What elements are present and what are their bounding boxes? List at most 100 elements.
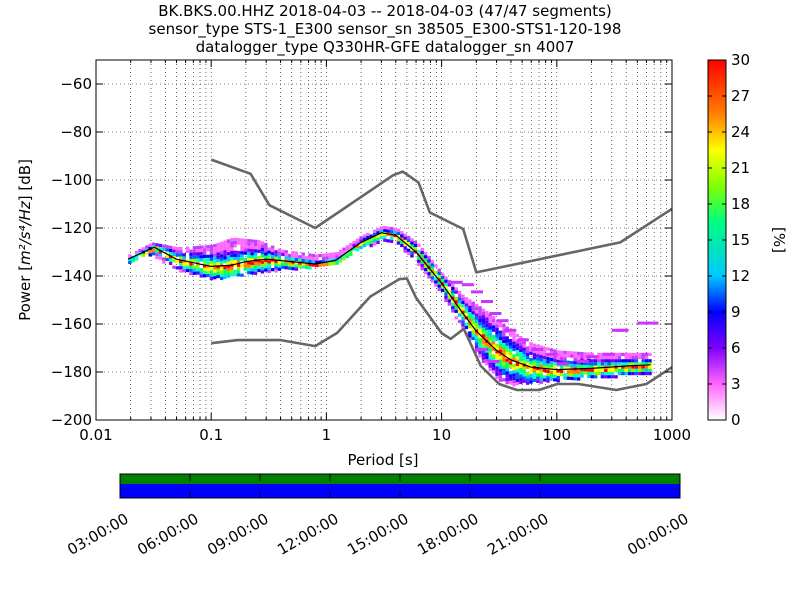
pdf-cell [440, 275, 445, 280]
pdf-cell [563, 366, 567, 371]
pdf-cell [308, 259, 312, 264]
pdf-cell [488, 364, 492, 368]
pdf-cell [372, 229, 377, 233]
pdf-cell [454, 296, 458, 301]
pdf-cell [437, 284, 441, 288]
pdf-cell [614, 368, 618, 372]
pdf-cell [515, 378, 520, 383]
pdf-cell [508, 345, 513, 349]
pdf-cell [423, 258, 428, 262]
pdf-cell [202, 261, 207, 265]
pdf-cell [355, 241, 360, 245]
pdf-cell [162, 260, 166, 264]
pdf-cell [260, 251, 265, 255]
pdf-cell [488, 351, 492, 356]
pdf-cell [468, 315, 472, 319]
pdf-cell [219, 248, 224, 252]
pdf-cell [284, 253, 288, 257]
pdf-cell [240, 273, 244, 277]
pdf-cell [427, 272, 431, 276]
y-tick-label: −120 [51, 219, 92, 237]
pdf-cell [301, 262, 305, 266]
pdf-cell [546, 369, 550, 374]
pdf-cell [556, 369, 560, 373]
pdf-cell [427, 262, 431, 266]
pdf-cell [498, 372, 503, 376]
pdf-cell [199, 252, 203, 256]
pdf-cell [590, 371, 594, 376]
pdf-cell [400, 237, 404, 241]
pdf-cell [413, 240, 418, 244]
pdf-cell [614, 375, 618, 379]
pdf-cell [468, 331, 472, 335]
pdf-cell [226, 268, 231, 272]
pdf-cell [491, 315, 496, 320]
pdf-cell [454, 290, 458, 294]
pdf-cell [247, 261, 251, 265]
pdf-cell [209, 260, 214, 265]
pdf-cell [267, 253, 271, 258]
pdf-cell [566, 360, 571, 364]
pdf-cell [468, 334, 472, 338]
pdf-cell [556, 359, 560, 364]
pdf-cell [444, 292, 448, 296]
pdf-cell [325, 256, 329, 260]
pdf-cell [502, 323, 506, 328]
pdf-cell [400, 243, 404, 248]
pdf-cell [461, 310, 465, 314]
pdf-cell [349, 249, 353, 253]
pdf-cell [525, 365, 530, 369]
pdf-cell [352, 247, 356, 251]
pdf-cell [304, 259, 309, 263]
pdf-cell [529, 358, 533, 362]
pdf-cell [185, 262, 190, 266]
pdf-cell [580, 374, 584, 378]
pdf-cell [570, 351, 574, 355]
pdf-cell [563, 354, 567, 358]
pdf-cell [461, 313, 465, 317]
pdf-cell [502, 330, 506, 334]
pdf-cell [576, 370, 581, 375]
pdf-cell [519, 342, 523, 346]
pdf-cell [559, 369, 564, 374]
pdf-cell [549, 370, 554, 375]
pdf-cell [209, 273, 214, 277]
pdf-cell [406, 248, 411, 252]
pdf-cell [498, 349, 503, 353]
pdf-cell [512, 383, 516, 387]
y-tick-label: −100 [51, 171, 92, 189]
pdf-cell [383, 238, 387, 242]
pdf-cell [457, 297, 462, 301]
pdf-cell [600, 375, 605, 379]
pdf-cell [464, 300, 469, 304]
pdf-cell [644, 372, 649, 376]
pdf-cell [216, 274, 220, 279]
pdf-cell [532, 356, 537, 360]
pdf-cell [454, 309, 458, 313]
pdf-cell [512, 354, 516, 358]
pdf-cell [641, 352, 645, 356]
pdf-cell [131, 259, 135, 263]
pdf-cell [311, 260, 316, 264]
pdf-cell [474, 332, 479, 336]
pdf-cell [587, 362, 591, 366]
pdf-cell [461, 294, 465, 298]
pdf-cell [471, 304, 475, 309]
pdf-cell [318, 254, 322, 258]
pdf-cell [451, 306, 455, 310]
pdf-cell [498, 330, 503, 334]
pdf-cell [478, 331, 482, 336]
pdf-cell [478, 312, 482, 316]
pdf-cell [536, 360, 540, 364]
pdf-cell [192, 265, 197, 269]
pdf-cell [247, 258, 251, 262]
pdf-cell [264, 258, 268, 263]
pdf-cell [478, 328, 482, 332]
pdf-cell [515, 343, 520, 347]
time-tick-label: 15:00:00 [344, 510, 411, 559]
pdf-cell [515, 366, 520, 370]
pdf-cell [566, 354, 571, 358]
pdf-cell [597, 356, 601, 360]
pdf-cell [162, 244, 166, 248]
